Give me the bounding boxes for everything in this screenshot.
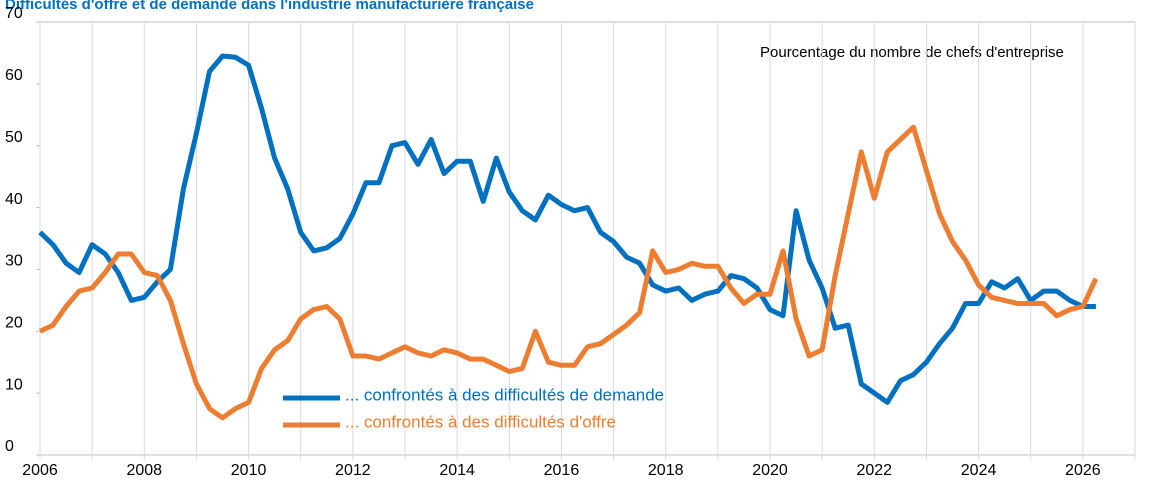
x-tick-label: 2026	[1065, 462, 1101, 479]
x-tick-label: 2016	[544, 462, 580, 479]
x-tick-label: 2022	[856, 462, 892, 479]
x-tick-label: 2020	[752, 462, 788, 479]
chart-title: Difficultés d'offre et de demande dans l…	[5, 0, 534, 13]
x-tick-label: 2018	[648, 462, 684, 479]
y-tick-label: 40	[5, 191, 23, 208]
annotation: Pourcentage du nombre de chefs d'entrepr…	[760, 44, 1064, 61]
y-tick-label: 60	[5, 67, 23, 84]
x-tick-label: 2008	[126, 462, 162, 479]
y-tick-label: 20	[5, 315, 23, 332]
x-tick-label: 2014	[439, 462, 475, 479]
series-line	[38, 53, 1096, 405]
y-tick-label: 10	[5, 376, 23, 393]
legend-label: ... confrontés à des difficultés d'offre	[345, 412, 616, 431]
x-tick-label: 2006	[22, 462, 58, 479]
y-tick-label: 70	[5, 5, 23, 22]
series-line	[38, 124, 1099, 421]
legend-label: ... confrontés à des difficultés de dema…	[345, 385, 664, 404]
x-tick-label: 2010	[231, 462, 267, 479]
y-tick-label: 50	[5, 129, 23, 146]
y-tick-label: 0	[5, 438, 14, 455]
x-tick-label: 2012	[335, 462, 371, 479]
x-tick-label: 2024	[961, 462, 997, 479]
y-tick-label: 30	[5, 253, 23, 270]
